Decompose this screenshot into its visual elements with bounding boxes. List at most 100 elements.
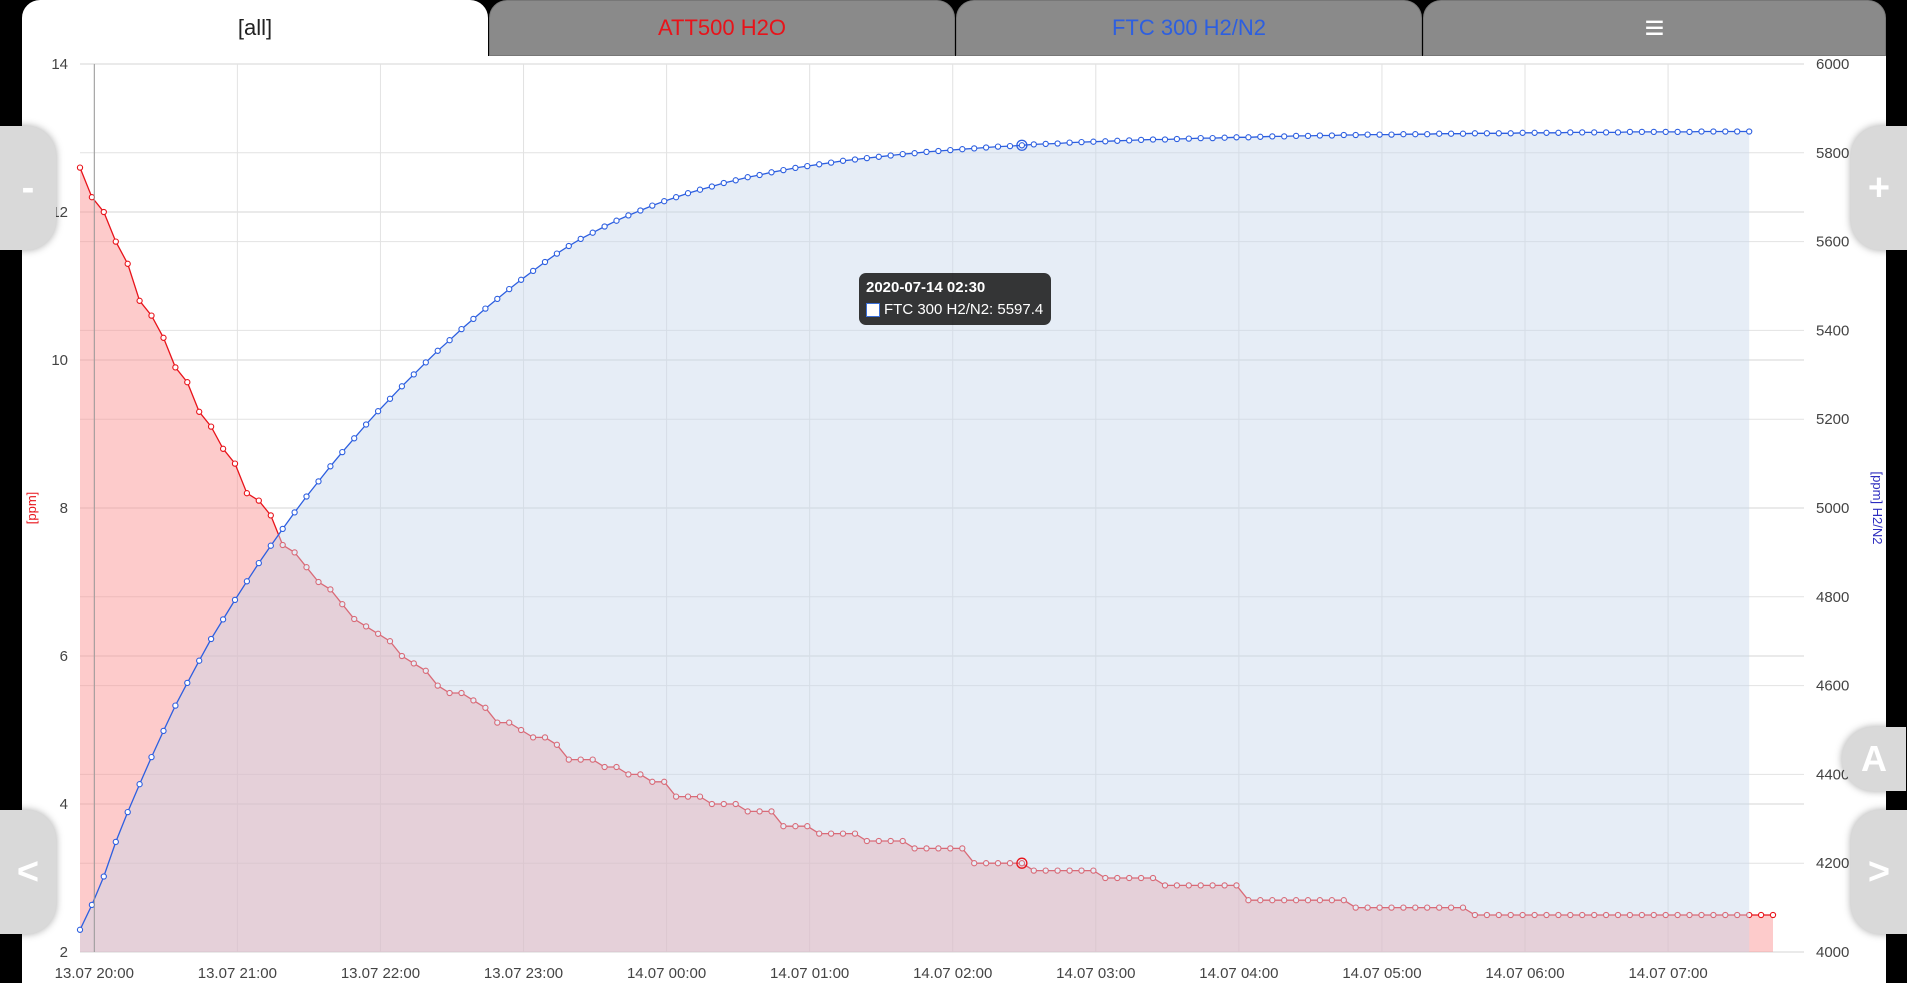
data-point	[506, 285, 513, 293]
data-point	[1424, 904, 1431, 911]
data-point	[1746, 911, 1753, 919]
data-point	[458, 689, 465, 697]
tooltip-title: 2020-07-14 02:30	[866, 279, 986, 296]
data-point	[327, 586, 334, 593]
data-point	[1674, 911, 1681, 919]
data-point	[1579, 911, 1586, 919]
data-point	[911, 150, 918, 157]
data-point	[136, 297, 143, 304]
data-point	[1686, 911, 1693, 919]
chart-panel: 4000 4200 4400 4600 4800 5000 5200 5400 5600 5800…	[22, 56, 1886, 983]
data-point	[1483, 911, 1491, 919]
data-point	[1471, 130, 1479, 137]
x-tick-label: 14.07 04:00	[1199, 965, 1278, 982]
data-point	[971, 145, 978, 152]
data-point	[696, 186, 704, 193]
data-point	[768, 808, 775, 815]
data-point	[148, 753, 155, 761]
data-point	[1006, 860, 1014, 867]
data-point	[541, 734, 549, 741]
zoom-out-button[interactable]: -	[0, 126, 56, 250]
data-point	[1400, 131, 1407, 138]
data-point	[172, 364, 179, 371]
x-tick-label: 13.07 21:00	[198, 965, 277, 982]
data-point	[982, 144, 990, 151]
auto-scale-button[interactable]: A	[1842, 727, 1906, 791]
data-point	[696, 793, 704, 800]
data-point	[184, 679, 191, 687]
data-point	[851, 156, 859, 163]
data-point	[1650, 911, 1657, 919]
data-point	[398, 383, 406, 390]
previous-button[interactable]: <	[0, 810, 56, 934]
menu-tab[interactable]: ≡	[1423, 0, 1886, 56]
data-point	[494, 295, 501, 303]
data-point	[88, 901, 96, 909]
data-point	[1412, 904, 1419, 911]
data-point	[88, 194, 96, 201]
data-point	[470, 697, 477, 704]
data-point	[482, 305, 489, 312]
data-point	[1698, 128, 1705, 135]
data-point	[684, 190, 692, 197]
data-point	[899, 837, 906, 845]
data-point	[255, 497, 262, 504]
data-point	[804, 823, 811, 830]
data-point	[1161, 136, 1169, 143]
data-point	[243, 578, 251, 585]
data-point	[1292, 132, 1300, 140]
hamburger-menu-icon: ≡	[1644, 8, 1665, 47]
data-point	[1376, 131, 1383, 138]
data-point	[744, 174, 751, 181]
zoom-in-button[interactable]: +	[1851, 126, 1907, 250]
data-point	[315, 478, 322, 485]
data-point	[565, 756, 572, 763]
data-point	[231, 460, 239, 467]
data-point	[1221, 134, 1228, 141]
data-point	[1722, 911, 1729, 919]
data-point	[720, 179, 727, 187]
tab-all[interactable]: [all]	[22, 0, 488, 56]
data-point	[1281, 133, 1288, 140]
data-point	[291, 549, 298, 556]
data-point	[565, 242, 572, 250]
data-point	[1102, 138, 1109, 145]
data-point	[1316, 132, 1324, 139]
x-tick-label: 13.07 22:00	[341, 965, 420, 982]
data-point	[517, 726, 525, 734]
data-point	[1388, 131, 1395, 138]
data-point	[1567, 129, 1574, 136]
data-point	[756, 171, 763, 179]
plus-icon: +	[1867, 166, 1891, 209]
data-point	[1209, 134, 1216, 142]
next-button[interactable]: >	[1851, 810, 1907, 934]
tab-ftc300-h2n2[interactable]: FTC 300 H2/N2	[956, 0, 1422, 56]
y-left-tick-label: 4	[60, 796, 68, 813]
y-right-tick-label: 4200	[1816, 855, 1849, 872]
tooltip-value: FTC 300 H2/N2: 5597.4	[884, 301, 1044, 318]
y-right-tick-label: 4600	[1816, 678, 1849, 695]
data-point	[1221, 882, 1228, 889]
data-point	[1233, 134, 1240, 141]
tab-att500-h2o[interactable]: ATT500 H2O	[489, 0, 955, 56]
data-point	[1614, 129, 1622, 136]
data-point	[1626, 911, 1634, 919]
data-point	[1173, 135, 1181, 143]
data-point	[625, 771, 632, 778]
data-point	[720, 800, 727, 808]
data-point	[780, 823, 787, 830]
data-point	[875, 153, 882, 160]
data-point	[684, 793, 692, 800]
data-point	[1364, 131, 1371, 138]
data-point	[219, 445, 227, 452]
data-point	[1126, 137, 1133, 144]
data-point	[887, 837, 894, 845]
data-point	[935, 845, 942, 852]
data-point	[613, 217, 620, 224]
data-point	[708, 800, 716, 808]
data-point	[1555, 129, 1562, 136]
data-point	[708, 183, 716, 190]
data-point	[672, 194, 680, 201]
data-point	[601, 763, 608, 771]
data-point	[267, 512, 274, 519]
